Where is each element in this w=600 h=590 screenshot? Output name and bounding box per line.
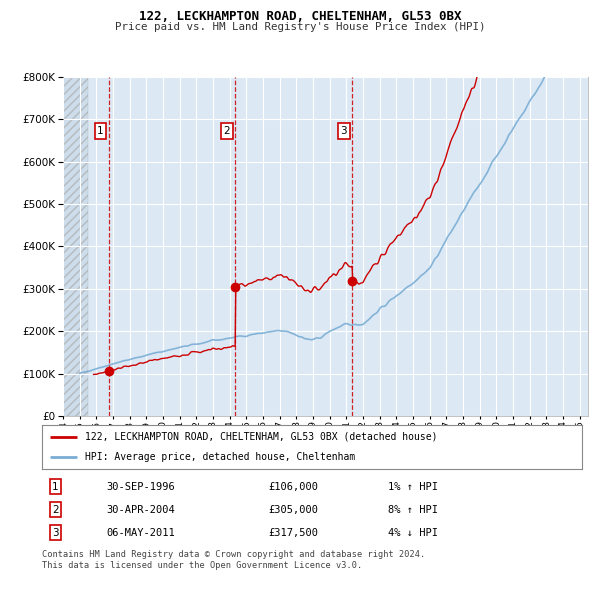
Text: 122, LECKHAMPTON ROAD, CHELTENHAM, GL53 0BX: 122, LECKHAMPTON ROAD, CHELTENHAM, GL53 …	[139, 10, 461, 23]
Text: 3: 3	[341, 126, 347, 136]
Text: 30-APR-2004: 30-APR-2004	[107, 505, 176, 514]
Text: Contains HM Land Registry data © Crown copyright and database right 2024.: Contains HM Land Registry data © Crown c…	[42, 550, 425, 559]
Text: 4% ↓ HPI: 4% ↓ HPI	[388, 528, 437, 538]
Text: 06-MAY-2011: 06-MAY-2011	[107, 528, 176, 538]
Text: This data is licensed under the Open Government Licence v3.0.: This data is licensed under the Open Gov…	[42, 560, 362, 569]
Text: 2: 2	[52, 505, 59, 514]
Text: 1: 1	[52, 481, 59, 491]
Text: 8% ↑ HPI: 8% ↑ HPI	[388, 505, 437, 514]
Text: HPI: Average price, detached house, Cheltenham: HPI: Average price, detached house, Chel…	[85, 452, 355, 462]
Text: 122, LECKHAMPTON ROAD, CHELTENHAM, GL53 0BX (detached house): 122, LECKHAMPTON ROAD, CHELTENHAM, GL53 …	[85, 432, 438, 442]
Text: Price paid vs. HM Land Registry's House Price Index (HPI): Price paid vs. HM Land Registry's House …	[115, 22, 485, 32]
Text: £305,000: £305,000	[269, 505, 319, 514]
Bar	[63, 77, 88, 416]
Text: 1: 1	[97, 126, 104, 136]
Text: 3: 3	[52, 528, 59, 538]
Text: £317,500: £317,500	[269, 528, 319, 538]
Text: 30-SEP-1996: 30-SEP-1996	[107, 481, 176, 491]
Text: 2: 2	[224, 126, 230, 136]
Text: 1% ↑ HPI: 1% ↑ HPI	[388, 481, 437, 491]
Text: £106,000: £106,000	[269, 481, 319, 491]
